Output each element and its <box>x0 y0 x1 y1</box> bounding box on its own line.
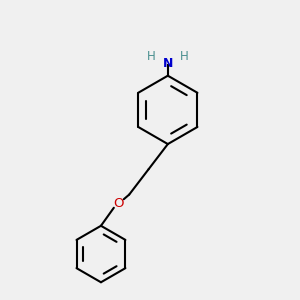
Text: N: N <box>163 57 173 70</box>
Text: H: H <box>147 50 156 63</box>
Text: H: H <box>180 50 189 63</box>
Text: O: O <box>113 197 124 210</box>
